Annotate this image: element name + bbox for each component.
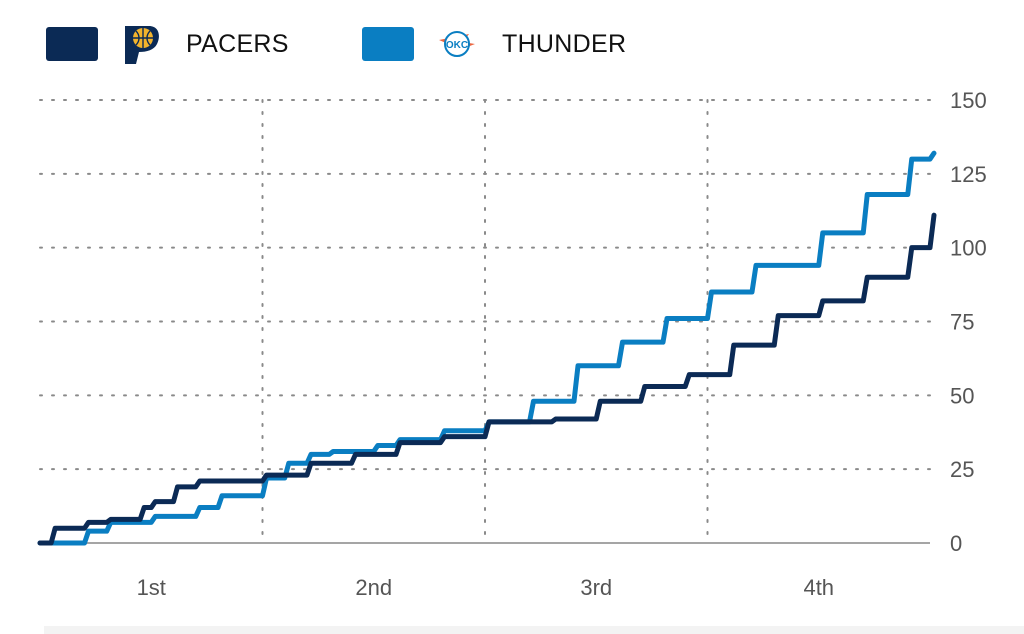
legend: PACERS OKC THUNDER <box>0 0 1024 90</box>
y-tick-label: 125 <box>950 162 987 187</box>
footer-bar <box>44 626 1024 634</box>
chart-grid <box>39 99 931 544</box>
x-tick-label: 4th <box>803 575 834 600</box>
y-axis-labels: 0 25 50 75 100 125 150 <box>950 88 987 556</box>
x-tick-label: 1st <box>137 575 166 600</box>
legend-item-thunder[interactable]: OKC THUNDER <box>362 24 626 64</box>
y-tick-label: 25 <box>950 457 974 482</box>
thunder-label: THUNDER <box>502 29 627 58</box>
y-tick-label: 100 <box>950 236 987 261</box>
x-axis-labels: 1st 2nd 3rd 4th <box>137 575 834 600</box>
pacers-color-swatch <box>46 27 98 61</box>
chart-series <box>37 150 937 546</box>
thunder-logo-icon: OKC <box>434 21 480 67</box>
y-tick-label: 50 <box>950 383 974 408</box>
legend-item-pacers[interactable]: PACERS <box>46 24 289 64</box>
y-tick-label: 75 <box>950 310 974 335</box>
y-tick-label: 0 <box>950 531 962 556</box>
pacers-label: PACERS <box>186 29 289 58</box>
pacers-logo-icon <box>118 21 164 67</box>
thunder-color-swatch <box>362 27 414 61</box>
x-tick-label: 3rd <box>580 575 612 600</box>
x-tick-label: 2nd <box>355 575 392 600</box>
series-line-thunder <box>37 150 937 546</box>
y-tick-label: 150 <box>950 88 987 113</box>
thunder-logo-text: OKC <box>446 40 468 51</box>
series-line-pacers <box>37 212 937 546</box>
